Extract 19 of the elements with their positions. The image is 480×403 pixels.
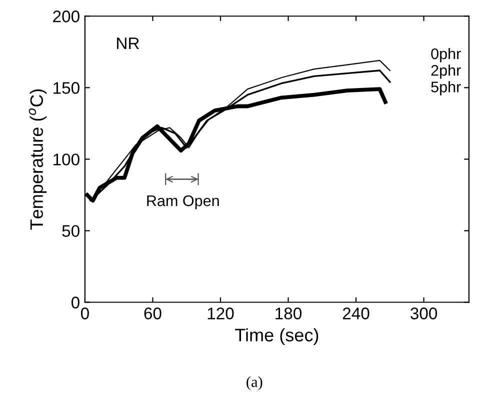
annotation: NR bbox=[117, 38, 139, 50]
text: 2phr bbox=[431, 64, 461, 79]
text: (a) bbox=[246, 376, 262, 390]
legend-label: 5phr bbox=[431, 81, 461, 96]
x-tick-label: 240 bbox=[342, 308, 370, 320]
text: 0phr bbox=[431, 48, 461, 62]
x-tick-label: 180 bbox=[276, 308, 302, 320]
x-tick-label: 60 bbox=[144, 308, 162, 320]
y-tick-label: 50 bbox=[62, 225, 80, 237]
y-tick-label: 0 bbox=[71, 296, 80, 308]
y-tick-label: 150 bbox=[54, 82, 80, 94]
annotation: Ram Open bbox=[147, 195, 219, 210]
x-tick-label: 300 bbox=[410, 308, 438, 320]
x-axis-title: Time (sec) bbox=[235, 328, 318, 346]
y-tick-label: 100 bbox=[54, 154, 80, 166]
y-tick-label: 200 bbox=[53, 10, 80, 22]
x-tick-label: 120 bbox=[208, 308, 234, 320]
y-axis-title: Temperature ($^{o}$C) bbox=[28, 89, 47, 230]
x-tick-label: 0 bbox=[80, 308, 89, 320]
